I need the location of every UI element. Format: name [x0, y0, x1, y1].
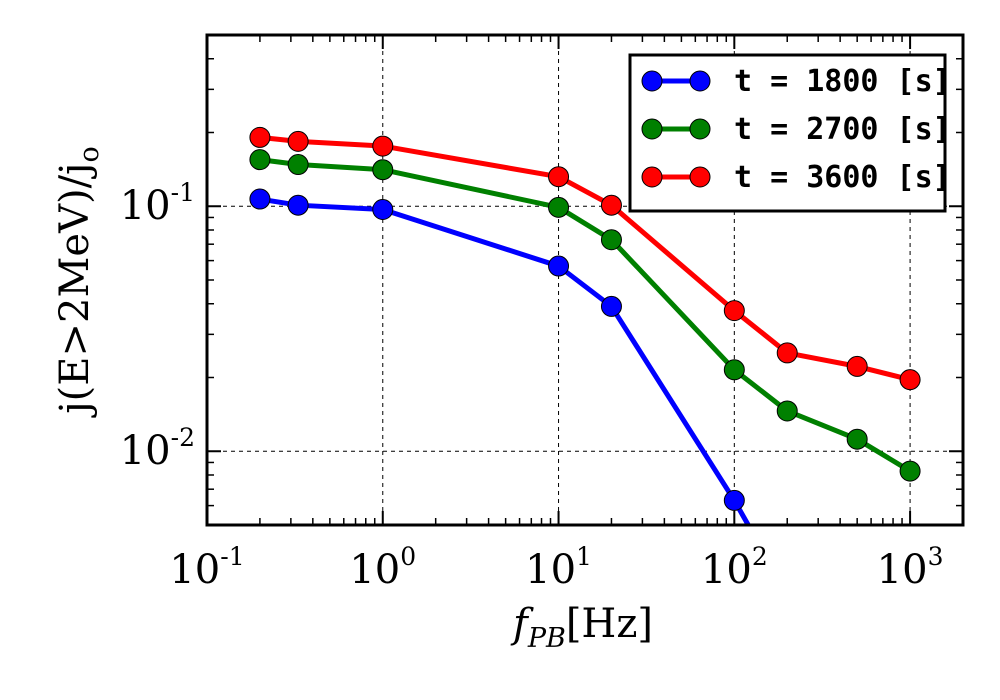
y-axis-label: j(E>2MeV)/jo	[52, 146, 105, 417]
data-point	[372, 159, 394, 181]
data-point	[249, 149, 271, 171]
x-tick-label: 100	[349, 542, 416, 593]
data-point	[287, 130, 309, 152]
series-2	[249, 149, 921, 482]
data-point	[548, 196, 570, 218]
data-point	[899, 369, 921, 391]
data-point	[846, 428, 868, 450]
data-point	[776, 400, 798, 422]
series-layer	[249, 126, 921, 525]
x-tick-label: 10-1	[169, 542, 244, 593]
legend-marker	[689, 70, 711, 92]
legend-entry: t = 2700 [s]	[641, 112, 951, 147]
data-point	[249, 126, 271, 148]
legend-entry: t = 3600 [s]	[641, 160, 951, 195]
data-point	[249, 188, 271, 210]
legend-marker	[689, 166, 711, 188]
data-point	[723, 300, 745, 322]
legend: t = 1800 [s] t = 2700 [s] t = 3600 [s]	[628, 53, 951, 213]
series-1	[249, 188, 751, 525]
legend-marker	[689, 118, 711, 140]
data-point	[600, 194, 622, 216]
legend-label: t = 2700 [s]	[734, 112, 951, 147]
y-tick-label: 10-2	[120, 423, 195, 474]
plot-area	[205, 33, 965, 527]
data-point	[723, 489, 745, 511]
y-tick-label: 10-1	[120, 178, 195, 229]
axis-ticks: 10-1 100 101 102 103 10-2 10-1	[120, 35, 963, 593]
data-point	[723, 359, 745, 381]
data-point	[287, 194, 309, 216]
legend-entry: t = 1800 [s]	[641, 64, 951, 99]
data-point	[372, 135, 394, 157]
data-point	[548, 255, 570, 277]
legend-marker	[641, 118, 663, 140]
x-axis-label: fPB[Hz]	[510, 601, 653, 654]
data-point	[287, 154, 309, 176]
data-point	[600, 229, 622, 251]
legend-marker	[641, 70, 663, 92]
data-point	[776, 342, 798, 364]
legend-marker	[641, 166, 663, 188]
series-3	[249, 126, 921, 391]
legend-label: t = 3600 [s]	[734, 160, 951, 195]
series-line	[259, 196, 751, 525]
x-tick-label: 101	[525, 542, 592, 593]
legend-label: t = 1800 [s]	[734, 64, 951, 99]
data-point	[372, 198, 394, 220]
x-tick-label: 103	[877, 542, 944, 593]
data-point	[600, 295, 622, 317]
data-point	[846, 355, 868, 377]
data-point	[899, 460, 921, 482]
data-point	[548, 166, 570, 188]
x-tick-label: 102	[701, 542, 768, 593]
